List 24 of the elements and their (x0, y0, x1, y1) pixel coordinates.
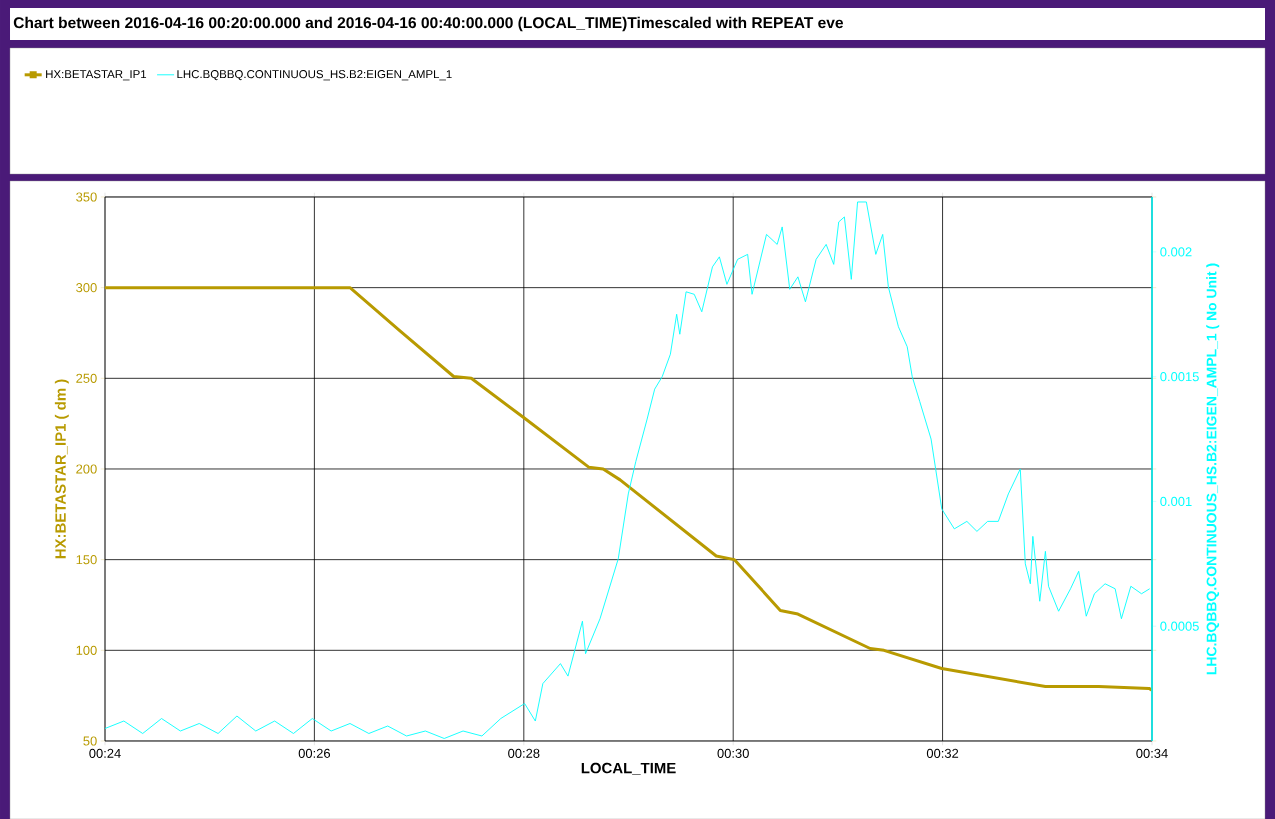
x-tick-label: 00:24 (89, 748, 121, 758)
y2-tick-label: 0.001 (1160, 496, 1192, 507)
y-tick-label: 350 (76, 192, 97, 202)
y2-axis-title: LHC.BQBBQ.CONTINUOUS_HS.B2:EIGEN_AMPL_1 ( No Unit ) (1206, 263, 1220, 675)
x-tick-label: 00:30 (717, 748, 749, 758)
y-tick-label: 300 (76, 283, 97, 293)
x-tick-label: 00:32 (926, 748, 959, 758)
y-tick-label: 150 (76, 555, 97, 565)
legend-label: LHC.BQBBQ.CONTINUOUS_HS.B2:EIGEN_AMPL_1 (177, 70, 452, 81)
y-tick-label: 200 (76, 464, 97, 474)
y-tick-label: 50 (83, 736, 97, 746)
y2-tick-label: 0.002 (1160, 247, 1192, 257)
line-series (105, 286, 1153, 692)
chart-title: Chart between 2016-04-16 00:20:00.000 and 2016-04-16 00:40:00.000 (LOCAL_TIME)Timescaled with REPEAT eve (13, 16, 843, 32)
x-tick-label: 00:34 (1136, 748, 1168, 758)
legend-label: HX:BETASTAR_IP1 (46, 70, 147, 81)
y-tick-label: 250 (76, 373, 97, 383)
x-tick-label: 00:28 (508, 748, 540, 758)
x-axis-title: LOCAL_TIME (581, 762, 676, 776)
x-tick-label: 00:26 (298, 748, 331, 758)
y-tick-label: 100 (76, 645, 97, 655)
y-axis-title: HX:BETASTAR_IP1 ( dm ) (54, 379, 69, 559)
y2-tick-label: 0.0015 (1160, 372, 1199, 382)
y2-tick-label: 0.0005 (1160, 621, 1199, 631)
